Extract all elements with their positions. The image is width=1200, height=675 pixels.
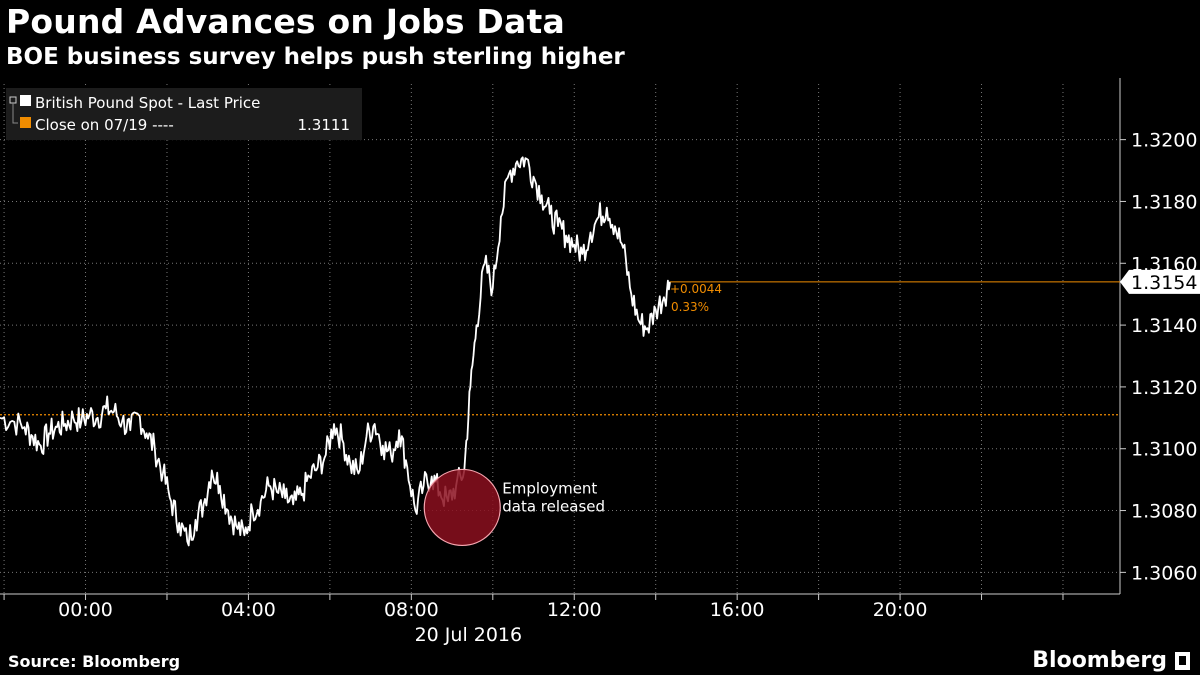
legend-swatch-series <box>20 95 31 106</box>
last-price-badge <box>1120 269 1200 294</box>
y-tick-label: 1.3100 <box>1131 439 1197 461</box>
legend-swatch-close <box>20 117 31 128</box>
change-value-label: +0.0044 <box>670 282 722 296</box>
axes: 1.30601.30801.31001.31201.31401.31601.31… <box>0 78 1197 646</box>
event-marker-circle <box>423 468 501 547</box>
chart-title: Pound Advances on Jobs Data <box>6 2 565 41</box>
y-tick-label: 1.3080 <box>1131 501 1197 523</box>
x-tick-label: 00:00 <box>58 599 113 621</box>
legend: British Pound Spot - Last Price Close on … <box>6 88 362 140</box>
x-tick-label: 20:00 <box>873 599 928 621</box>
legend-label-series: British Pound Spot - Last Price <box>35 94 260 112</box>
annotation-text-line1: Employment <box>502 479 597 497</box>
x-tick-label: 16:00 <box>710 599 765 621</box>
legend-tree-connector <box>12 103 18 124</box>
x-tick-label: 08:00 <box>384 599 439 621</box>
x-date-label: 20 Jul 2016 <box>415 624 523 646</box>
legend-value-close: 1.3111 <box>298 116 351 134</box>
series-layer <box>0 156 671 547</box>
legend-label-close: Close on 07/19 ---- <box>35 116 174 134</box>
brand-text: Bloomberg <box>1032 648 1167 673</box>
chart-subtitle: BOE business survey helps push sterling … <box>6 44 625 70</box>
series-line-gbp <box>0 156 671 547</box>
annotation-text-line2: data released <box>502 497 605 515</box>
y-tick-label: 1.3160 <box>1131 253 1197 275</box>
change-pct-label: 0.33% <box>671 300 709 314</box>
y-tick-label: 1.3180 <box>1131 191 1197 213</box>
terminal-icon <box>1175 651 1190 670</box>
legend-box <box>6 88 362 140</box>
last-price-label: 1.3154 <box>1131 272 1197 294</box>
y-tick-label: 1.3200 <box>1131 130 1197 152</box>
y-tick-label: 1.3120 <box>1131 377 1197 399</box>
y-tick-label: 1.3060 <box>1131 562 1197 584</box>
brand-logo: Bloomberg <box>1032 648 1190 673</box>
x-tick-label: 04:00 <box>221 599 276 621</box>
x-tick-label: 12:00 <box>547 599 602 621</box>
source-note: Source: Bloomberg <box>8 652 181 671</box>
y-tick-label: 1.3140 <box>1131 315 1197 337</box>
grid-lines <box>0 84 1120 594</box>
